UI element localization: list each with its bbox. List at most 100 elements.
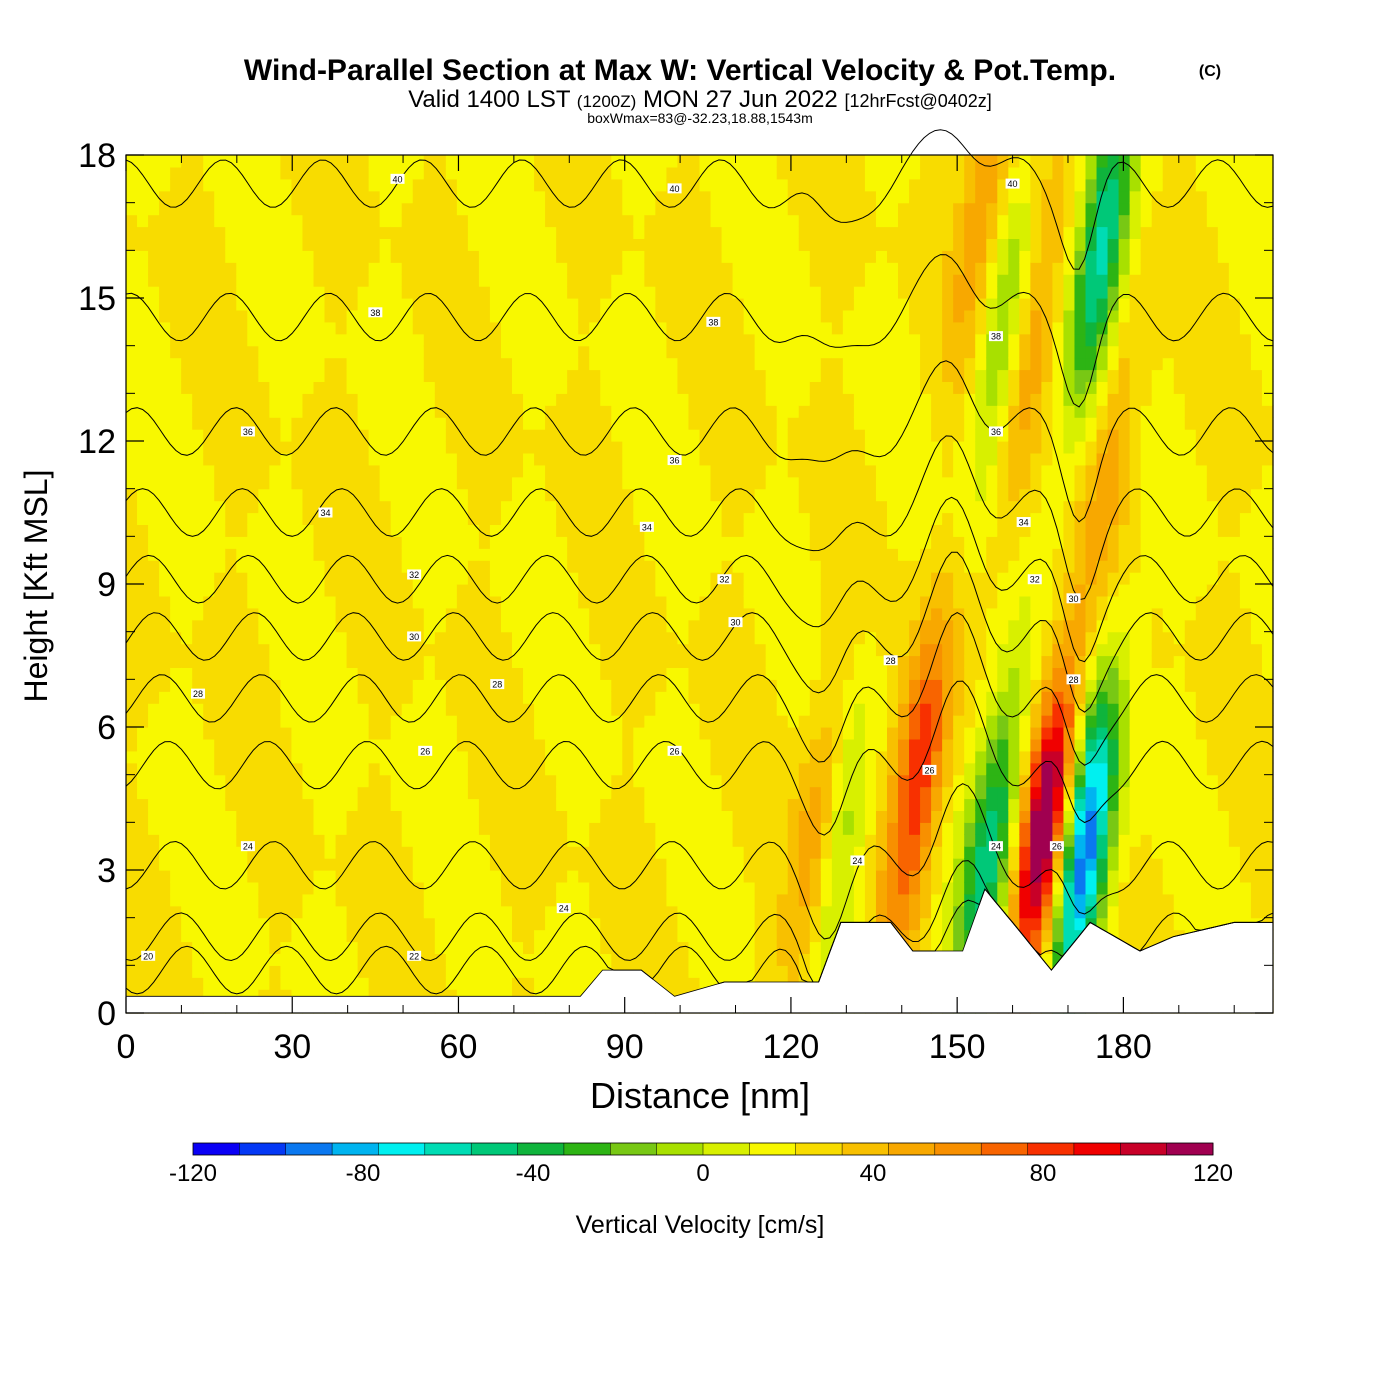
velocity-cell bbox=[137, 727, 149, 740]
velocity-cell bbox=[401, 441, 414, 454]
velocity-cell bbox=[875, 286, 888, 299]
velocity-cell bbox=[236, 286, 248, 299]
velocity-cell bbox=[699, 488, 712, 502]
velocity-cell bbox=[754, 250, 767, 263]
velocity-cell bbox=[809, 738, 822, 752]
velocity-cell bbox=[401, 870, 414, 883]
velocity-cell bbox=[148, 989, 160, 1002]
velocity-cell bbox=[335, 762, 348, 776]
velocity-cell bbox=[787, 178, 800, 192]
velocity-cell bbox=[699, 155, 712, 168]
velocity-cell bbox=[170, 405, 182, 418]
velocity-cell bbox=[368, 631, 381, 645]
velocity-cell bbox=[357, 715, 370, 728]
velocity-cell bbox=[390, 298, 403, 311]
velocity-cell bbox=[159, 417, 171, 430]
velocity-cell bbox=[236, 584, 248, 597]
velocity-cell bbox=[401, 703, 414, 716]
velocity-cell bbox=[765, 417, 778, 430]
velocity-cell bbox=[864, 345, 877, 359]
velocity-cell bbox=[379, 262, 392, 275]
velocity-cell bbox=[214, 977, 226, 990]
velocity-cell bbox=[534, 369, 546, 383]
velocity-cell bbox=[611, 655, 623, 669]
velocity-cell bbox=[556, 512, 568, 526]
velocity-cell bbox=[412, 798, 425, 812]
velocity-cell bbox=[346, 369, 359, 383]
velocity-cell bbox=[688, 810, 701, 823]
velocity-cell bbox=[798, 238, 811, 251]
velocity-cell bbox=[225, 393, 237, 406]
velocity-cell bbox=[776, 524, 789, 537]
velocity-cell bbox=[853, 870, 866, 883]
velocity-cell bbox=[523, 643, 535, 657]
velocity-cell bbox=[181, 238, 193, 251]
velocity-cell bbox=[512, 405, 524, 418]
velocity-cell bbox=[809, 202, 822, 216]
velocity-cell bbox=[159, 464, 171, 478]
velocity-cell bbox=[567, 798, 579, 812]
velocity-cell bbox=[677, 262, 690, 275]
velocity-cell bbox=[302, 846, 315, 859]
velocity-cell bbox=[776, 476, 789, 490]
velocity-cell bbox=[721, 429, 734, 442]
velocity-cell bbox=[401, 381, 414, 394]
velocity-cell bbox=[644, 595, 656, 609]
velocity-cell bbox=[302, 238, 315, 251]
velocity-cell bbox=[357, 655, 370, 669]
velocity-cell bbox=[335, 452, 348, 466]
velocity-cell bbox=[633, 679, 645, 692]
velocity-cell bbox=[523, 393, 535, 406]
velocity-cell bbox=[611, 834, 623, 847]
velocity-cell bbox=[148, 870, 160, 883]
velocity-cell bbox=[445, 214, 458, 228]
velocity-cell bbox=[853, 345, 866, 359]
velocity-cell bbox=[831, 619, 844, 633]
velocity-cell bbox=[809, 834, 822, 847]
velocity-cell bbox=[633, 798, 645, 812]
velocity-cell bbox=[379, 524, 392, 537]
velocity-cell bbox=[412, 738, 425, 752]
velocity-cell bbox=[644, 631, 656, 645]
velocity-cell bbox=[258, 548, 270, 561]
velocity-cell bbox=[820, 893, 833, 907]
velocity-cell bbox=[633, 393, 645, 406]
velocity-cell bbox=[313, 858, 326, 871]
velocity-cell bbox=[600, 846, 612, 859]
velocity-cell bbox=[390, 691, 403, 704]
velocity-cell bbox=[148, 595, 160, 609]
velocity-cell bbox=[478, 345, 491, 359]
velocity-cell bbox=[203, 941, 215, 955]
velocity-cell bbox=[159, 822, 171, 835]
velocity-cell bbox=[666, 977, 679, 990]
velocity-cell bbox=[567, 822, 579, 835]
velocity-cell bbox=[148, 476, 160, 490]
velocity-cell bbox=[137, 738, 149, 752]
velocity-cell bbox=[302, 953, 315, 966]
velocity-cell bbox=[335, 929, 348, 943]
velocity-cell bbox=[853, 667, 866, 680]
velocity-cell bbox=[688, 905, 701, 919]
velocity-cell bbox=[765, 166, 778, 180]
velocity-cell bbox=[269, 512, 282, 526]
velocity-cell bbox=[831, 572, 844, 585]
velocity-cell bbox=[688, 774, 701, 788]
velocity-cell bbox=[589, 727, 601, 740]
velocity-cell bbox=[181, 870, 193, 883]
velocity-cell bbox=[478, 858, 491, 871]
velocity-cell bbox=[280, 667, 293, 680]
velocity-cell bbox=[247, 166, 259, 180]
velocity-cell bbox=[148, 727, 160, 740]
velocity-cell bbox=[324, 905, 337, 919]
velocity-cell bbox=[335, 584, 348, 597]
velocity-cell bbox=[567, 679, 579, 692]
velocity-cell bbox=[831, 905, 844, 919]
velocity-cell bbox=[280, 429, 293, 442]
velocity-cell bbox=[545, 321, 557, 335]
velocity-cell bbox=[512, 476, 524, 490]
velocity-cell bbox=[214, 929, 226, 943]
velocity-cell bbox=[875, 715, 888, 728]
velocity-cell bbox=[589, 166, 601, 180]
velocity-cell bbox=[633, 512, 645, 526]
velocity-cell bbox=[434, 929, 447, 943]
